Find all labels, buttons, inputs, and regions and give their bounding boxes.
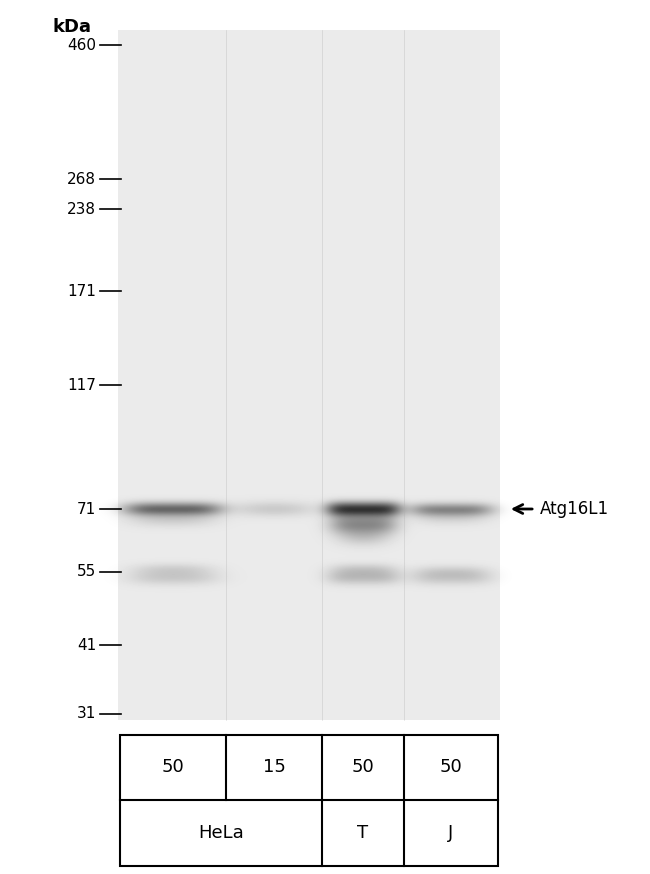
Text: kDa: kDa <box>53 18 92 36</box>
Text: HeLa: HeLa <box>198 824 244 842</box>
Text: J: J <box>448 824 454 842</box>
Text: 50: 50 <box>439 759 462 776</box>
Text: 460: 460 <box>67 38 96 52</box>
Text: 50: 50 <box>162 759 185 776</box>
Text: 55: 55 <box>77 565 96 579</box>
Text: Atg16L1: Atg16L1 <box>540 500 609 518</box>
Text: T: T <box>358 824 369 842</box>
Text: 117: 117 <box>67 378 96 392</box>
Text: 50: 50 <box>352 759 374 776</box>
Text: 31: 31 <box>77 706 96 722</box>
Text: 71: 71 <box>77 502 96 517</box>
Bar <box>120 735 498 866</box>
Text: 238: 238 <box>67 202 96 217</box>
Text: 15: 15 <box>263 759 285 776</box>
Text: 268: 268 <box>67 171 96 186</box>
Text: 171: 171 <box>67 283 96 299</box>
Text: 41: 41 <box>77 637 96 653</box>
